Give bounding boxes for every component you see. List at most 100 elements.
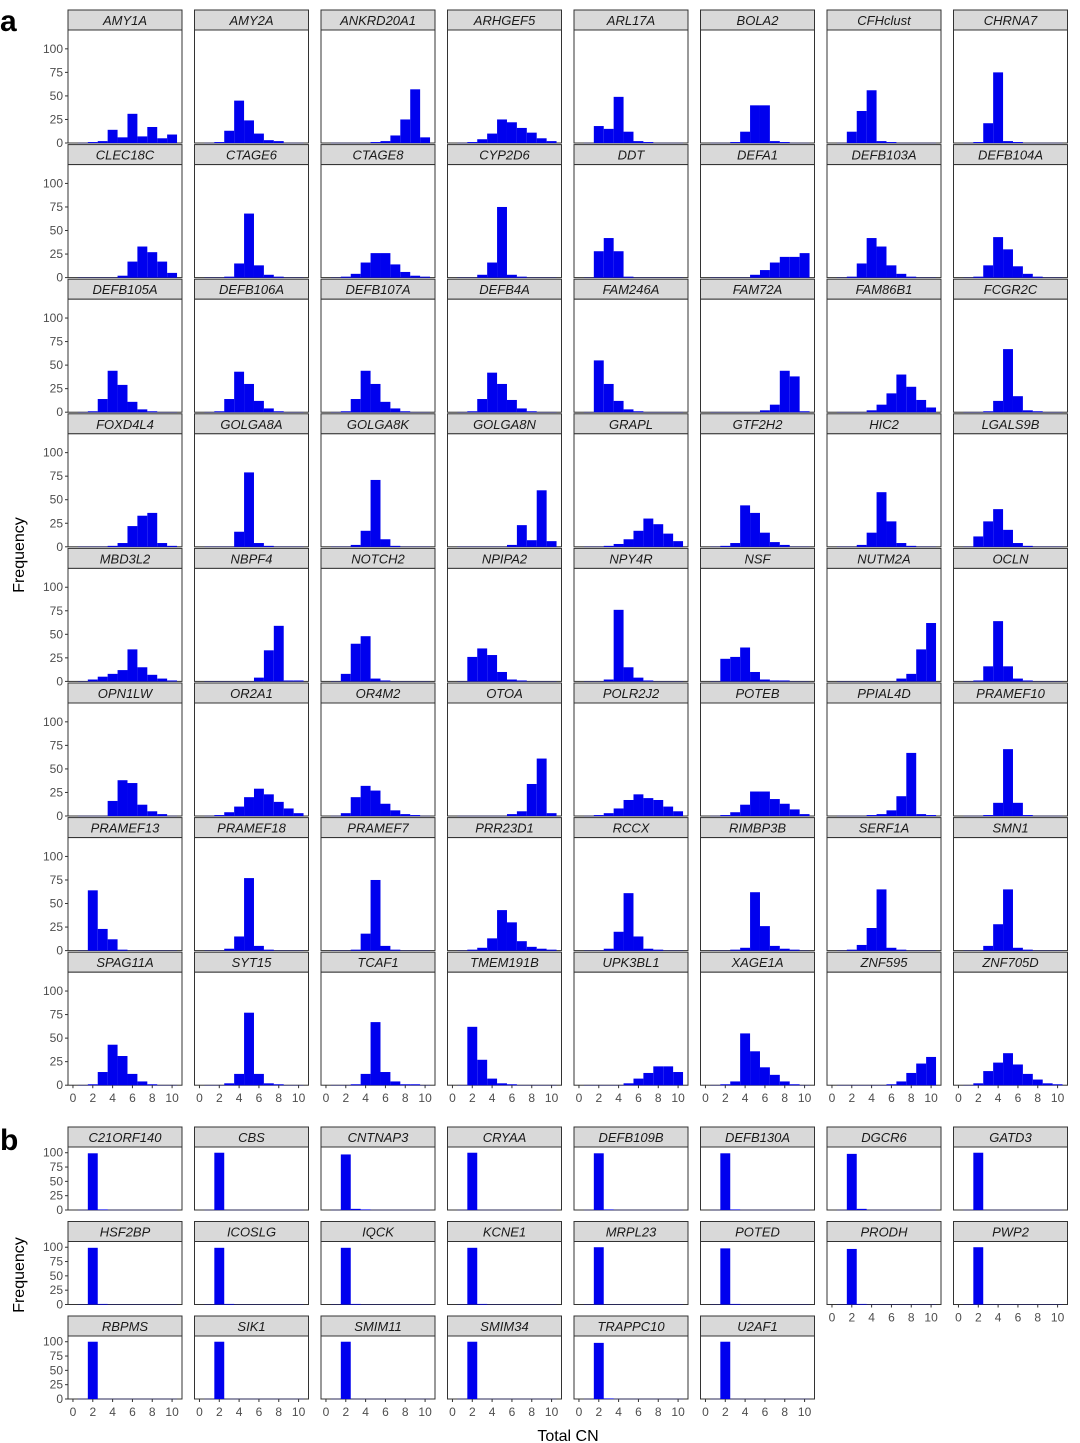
facet-otoa: OTOA [447, 682, 562, 817]
x-tick-label: 0 [196, 1091, 203, 1105]
facet-plot-area [700, 1146, 815, 1211]
histogram-bar [740, 947, 751, 951]
facet-title: PWP2 [992, 1225, 1030, 1240]
y-tick-label: 75 [50, 335, 64, 349]
histogram-bar [244, 797, 254, 816]
histogram-bar [750, 512, 760, 547]
histogram-bar [720, 1153, 731, 1210]
y-tick-label: 75 [50, 1255, 64, 1269]
facet-title: ZNF595 [860, 955, 909, 970]
histogram-bar [983, 815, 994, 816]
histogram-bar [390, 545, 401, 547]
facet-plot-area [700, 1241, 815, 1305]
histogram-bar [866, 532, 877, 547]
y-tick-label: 25 [50, 1055, 64, 1069]
histogram-bar [516, 276, 527, 278]
histogram-bar [613, 543, 624, 547]
histogram-bar [740, 647, 751, 682]
histogram-bar [983, 666, 994, 682]
facet-title: HIC2 [869, 417, 899, 432]
facet-amy1a: AMY1A 0 25 50 75 100 [43, 9, 183, 150]
histogram-bar [253, 788, 264, 816]
histogram-bar [593, 1342, 604, 1399]
histogram-bar [983, 411, 994, 413]
histogram-bar [623, 1083, 634, 1086]
histogram-bar [779, 1081, 790, 1086]
histogram-bar [97, 676, 108, 682]
histogram-bar [730, 1303, 741, 1305]
histogram-bar [906, 386, 917, 413]
x-tick-label: 8 [149, 1405, 156, 1419]
x-tick-label: 0 [829, 1091, 836, 1105]
facet-hic2: HIC2 [826, 413, 942, 548]
histogram-bar [856, 544, 867, 547]
histogram-bar [214, 1152, 225, 1210]
x-tick-label: 2 [89, 1405, 96, 1419]
x-tick-label: 2 [469, 1405, 476, 1419]
facet-title: CYP2D6 [479, 148, 530, 163]
histogram-bar [360, 530, 371, 547]
histogram-bar [973, 1152, 984, 1210]
facet-plot-area [67, 298, 183, 413]
facet-title: ZNF705D [981, 955, 1038, 970]
histogram-bar [516, 408, 527, 413]
facet-plot-area [67, 164, 183, 279]
histogram-bar [214, 815, 225, 816]
histogram-bar [799, 411, 810, 413]
histogram-bar [866, 90, 877, 143]
facet-plot-area [826, 1241, 942, 1305]
histogram-bar [107, 370, 118, 413]
y-tick-label: 75 [50, 738, 64, 752]
histogram-bar [896, 273, 907, 278]
histogram-bar [973, 1083, 984, 1086]
y-tick-label: 0 [56, 136, 63, 150]
facet-title: DEFB106A [219, 282, 284, 297]
y-tick-label: 0 [56, 1078, 63, 1092]
facet-title: SPAG11A [96, 955, 153, 970]
histogram-bar [799, 253, 810, 278]
histogram-bar [1003, 749, 1013, 816]
y-tick-label: 25 [50, 1378, 64, 1392]
histogram-bar [214, 1247, 225, 1305]
x-tick-label: 8 [402, 1405, 409, 1419]
histogram-bar [1052, 1084, 1063, 1086]
histogram-bar [400, 119, 411, 143]
histogram-bar [720, 1248, 731, 1305]
y-tick-label: 100 [43, 1335, 63, 1349]
histogram-bar [400, 814, 411, 816]
histogram-bar [673, 541, 684, 547]
histogram-bar [633, 794, 644, 816]
histogram-bar [380, 1072, 391, 1086]
histogram-bar [856, 1208, 867, 1210]
y-tick-label: 50 [50, 627, 64, 641]
y-tick-label: 75 [50, 873, 64, 887]
histogram-bar [983, 1071, 994, 1086]
facet-title: KCNE1 [483, 1225, 526, 1240]
facet-title: OR4M2 [356, 686, 402, 701]
histogram-bar [147, 674, 158, 682]
facet-title: CHRNA7 [984, 13, 1038, 28]
facet-plot-area [573, 164, 689, 279]
histogram-bar [759, 270, 770, 278]
histogram-bar [603, 813, 614, 816]
facet-plot-area [700, 1335, 815, 1400]
facet-npipa2: NPIPA2 [447, 547, 562, 682]
histogram-bar [273, 276, 284, 278]
facet-plot-area [447, 1146, 562, 1211]
histogram-bar [224, 1083, 235, 1086]
histogram-bar [886, 521, 897, 547]
histogram-bar [467, 1341, 478, 1399]
histogram-bar [157, 814, 168, 816]
y-tick-label: 25 [50, 651, 64, 665]
facet-title: MBD3L2 [100, 551, 151, 566]
histogram-bar [137, 515, 148, 547]
histogram-bar [886, 393, 897, 413]
histogram-bar [224, 399, 235, 413]
histogram-bar [876, 814, 887, 816]
facet-plot-area [67, 1146, 183, 1211]
x-tick-label: 0 [702, 1091, 709, 1105]
histogram-bar [1012, 543, 1023, 547]
histogram-bar [117, 670, 128, 682]
histogram-bar [779, 370, 790, 413]
histogram-bar [400, 411, 411, 413]
